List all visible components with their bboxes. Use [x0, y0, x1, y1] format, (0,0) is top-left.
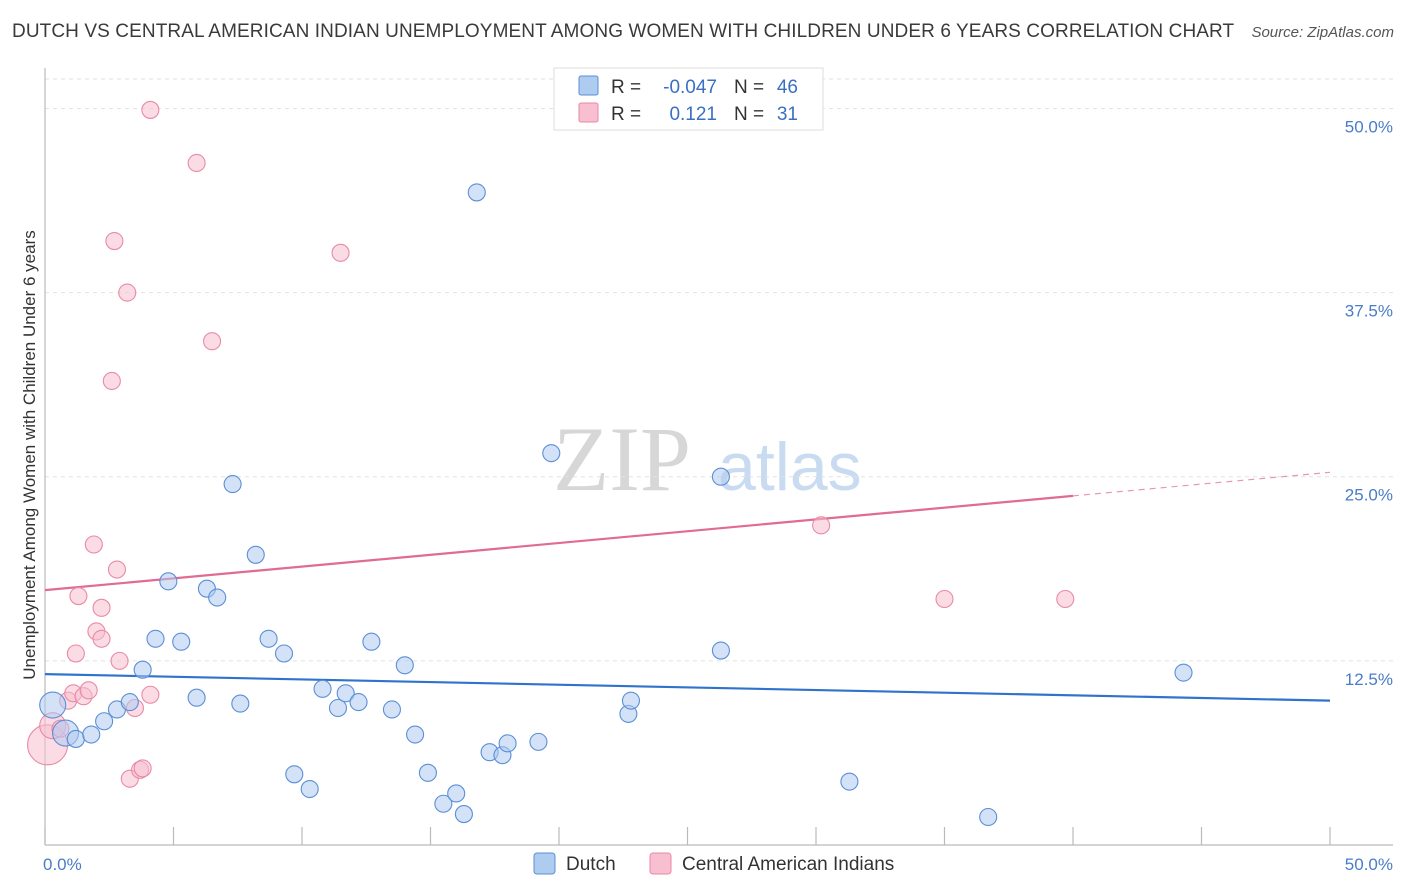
legend-cai-swatch	[649, 852, 672, 875]
cai-point	[203, 332, 222, 351]
points-dutch	[39, 183, 1193, 827]
cai-point	[110, 651, 129, 670]
chart-title: DUTCH VS CENTRAL AMERICAN INDIAN UNEMPLO…	[12, 21, 1235, 42]
stats-dutch-r-value: -0.047	[663, 77, 717, 98]
dutch-point	[300, 779, 319, 799]
x-tick-labels: 0.0% 50.0%	[43, 855, 1393, 874]
dutch-point	[208, 588, 227, 607]
dutch-point	[395, 656, 414, 675]
dutch-point	[146, 629, 165, 648]
stats-cai-r-value: 0.121	[669, 104, 717, 125]
dutch-point	[336, 684, 355, 703]
cai-point	[141, 100, 160, 119]
grid-lines	[45, 78, 1393, 662]
cai-point	[84, 535, 103, 554]
stats-dutch-r-label: R =	[611, 77, 641, 98]
dutch-point	[172, 632, 191, 651]
stats-cai-swatch	[578, 102, 599, 123]
stats-dutch-n-value: 46	[777, 77, 798, 98]
stats-dutch-swatch	[578, 75, 599, 96]
dutch-point	[447, 784, 466, 803]
dutch-point	[467, 183, 486, 202]
stats-cai-r-label: R =	[611, 104, 641, 125]
y-tick-labels: 12.5% 25.0% 37.5% 50.0%	[1345, 117, 1393, 688]
dutch-point	[542, 444, 561, 463]
dutch-point	[285, 765, 304, 784]
stats-cai-n-label: N =	[734, 104, 764, 125]
watermark-zip: ZIP	[553, 408, 691, 510]
cai-point	[331, 243, 350, 262]
dutch-point	[434, 794, 453, 813]
dutch-point	[454, 805, 473, 824]
stats-legend: R = -0.047 N = 46 R = 0.121 N = 31	[553, 67, 824, 131]
cai-point	[141, 685, 160, 704]
dutch-point	[382, 700, 402, 719]
cai-point	[105, 231, 124, 251]
stats-cai-n-value: 31	[777, 104, 798, 125]
stats-legend-box	[553, 67, 824, 131]
dutch-point	[82, 725, 101, 744]
dutch-point	[328, 698, 348, 718]
dutch-point	[979, 807, 998, 827]
dutch-point	[313, 679, 332, 698]
dutch-point	[66, 729, 85, 748]
dutch-point	[120, 693, 139, 712]
cai-point	[812, 516, 831, 535]
y-tick-label: 37.5%	[1345, 302, 1393, 321]
stats-dutch-n-label: N =	[734, 77, 764, 98]
dutch-point	[1174, 663, 1193, 682]
dutch-point	[133, 660, 152, 679]
y-tick-label: 50.0%	[1345, 117, 1393, 136]
cai-point	[133, 759, 152, 778]
watermark-atlas: atlas	[718, 429, 862, 505]
y-tick-label: 25.0%	[1345, 486, 1393, 505]
dutch-point	[39, 691, 67, 719]
dutch-point	[187, 688, 206, 707]
dutch-point	[362, 632, 381, 651]
dutch-point	[840, 772, 859, 791]
dutch-point	[711, 641, 730, 660]
cai-point	[79, 681, 98, 700]
cai-trend-line	[44, 494, 1074, 592]
cai-point	[118, 283, 137, 302]
legend-cai-label: Central American Indians	[682, 854, 894, 875]
trend-lines	[44, 471, 1331, 702]
cai-point	[66, 644, 85, 663]
legend-dutch-label: Dutch	[566, 854, 616, 875]
dutch-trend-line	[44, 673, 1331, 702]
dutch-point	[621, 691, 641, 710]
points-central-american-indians	[27, 100, 1075, 788]
y-tick-label: 12.5%	[1345, 670, 1393, 689]
cai-point	[102, 371, 121, 391]
dutch-point	[274, 644, 294, 663]
dutch-point	[95, 712, 114, 731]
legend-dutch-swatch	[533, 852, 556, 875]
dutch-point	[246, 545, 265, 564]
dutch-point	[349, 693, 368, 712]
dutch-point	[529, 732, 548, 751]
dutch-point	[498, 734, 517, 753]
cai-point	[92, 598, 111, 617]
dutch-point	[159, 572, 178, 591]
y-axis-label: Unemployment Among Women with Children U…	[20, 230, 39, 679]
cai-point	[1056, 589, 1075, 609]
chart-source: Source: ZipAtlas.com	[1251, 24, 1394, 41]
dutch-point	[711, 467, 730, 486]
dutch-point	[259, 629, 278, 648]
cai-point	[107, 560, 127, 579]
x-tick-label: 50.0%	[1345, 855, 1393, 874]
cai-point	[935, 589, 954, 609]
cai-point	[187, 153, 206, 173]
cai-trend-line-extension	[1072, 471, 1331, 497]
cai-point	[69, 586, 88, 606]
dutch-point	[231, 694, 250, 713]
dutch-point	[418, 763, 437, 782]
cai-point	[92, 629, 111, 648]
x-tick-label: 0.0%	[43, 855, 82, 874]
dutch-point	[223, 475, 242, 494]
series-legend: Dutch Central American Indians	[533, 852, 894, 875]
dutch-point	[406, 725, 425, 744]
